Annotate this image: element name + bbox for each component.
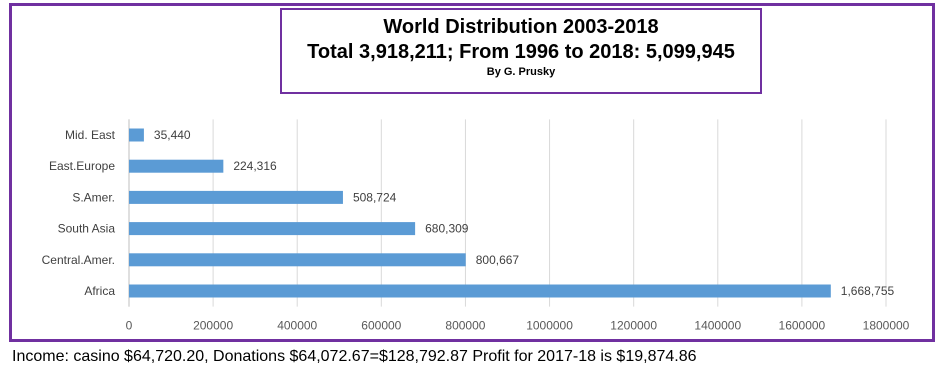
x-tick-label: 1200000 xyxy=(610,319,657,333)
bar xyxy=(129,284,831,298)
chart-title-box: World Distribution 2003-2018 Total 3,918… xyxy=(280,8,762,94)
x-tick-label: 1800000 xyxy=(863,319,910,333)
bar xyxy=(129,222,416,236)
bar xyxy=(129,128,144,142)
data-label: 508,724 xyxy=(353,190,397,204)
bar xyxy=(129,159,224,173)
x-tick-label: 600000 xyxy=(361,319,401,333)
x-tick-label: 200000 xyxy=(193,319,233,333)
x-tick-label: 0 xyxy=(126,319,133,333)
bar-chart: 0 200000 400000 600000 800000 1000000 1200000 1… xyxy=(42,119,910,333)
data-label: 1,668,755 xyxy=(841,284,895,298)
category-label: Mid. East xyxy=(65,128,116,142)
x-tick-label: 1600000 xyxy=(779,319,826,333)
category-label: Central.Amer. xyxy=(42,253,115,267)
x-tick-label: 800000 xyxy=(445,319,485,333)
data-label: 224,316 xyxy=(233,159,277,173)
x-tick-label: 1400000 xyxy=(694,319,741,333)
chart-title: World Distribution 2003-2018 xyxy=(383,16,659,38)
chart-subtitle: Total 3,918,211; From 1996 to 2018: 5,09… xyxy=(307,41,735,63)
data-label: 35,440 xyxy=(154,128,191,142)
category-label: East.Europe xyxy=(49,159,115,173)
data-label: 680,309 xyxy=(425,222,469,236)
income-footer: Income: casino $64,720.20, Donations $64… xyxy=(12,348,697,365)
x-tick-label: 1000000 xyxy=(526,319,573,333)
category-label: South Asia xyxy=(58,222,116,236)
bar xyxy=(129,253,466,267)
data-label: 800,667 xyxy=(476,253,520,267)
x-tick-label: 400000 xyxy=(277,319,317,333)
bar xyxy=(129,190,343,204)
category-label: Africa xyxy=(84,284,115,298)
chart-author: By G. Prusky xyxy=(486,66,556,78)
category-label: S.Amer. xyxy=(72,190,115,204)
